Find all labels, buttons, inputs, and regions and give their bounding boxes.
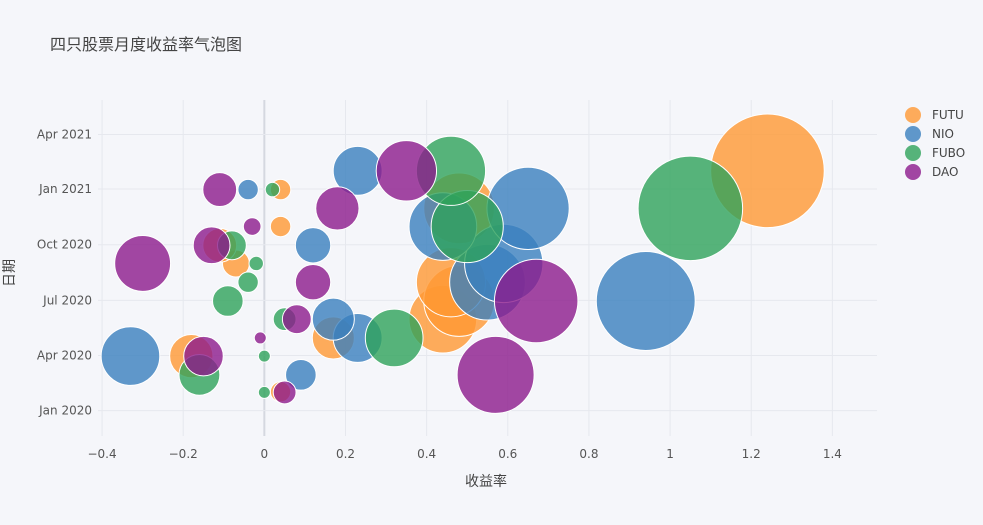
bubble-futu[interactable]: [269, 215, 292, 238]
axes: −0.4 −0.2 0 0.2 0.4 0.6 0.8 1 1.2 1.4 Jan 2020 Apr …: [37, 128, 842, 461]
bubble-dao[interactable]: [183, 335, 224, 377]
legend-item-nio[interactable]: NIO: [905, 126, 954, 142]
x-tick-label: −0.4: [87, 447, 116, 461]
legend-marker: [905, 145, 921, 161]
bubble-fubo[interactable]: [264, 181, 281, 198]
bubble-fubo[interactable]: [637, 155, 744, 262]
legend: FUTU NIO FUBO DAO: [905, 107, 965, 180]
bubble-nio[interactable]: [285, 359, 317, 391]
y-tick-label: Apr 2021: [37, 128, 92, 142]
x-tick-label: 0: [261, 447, 269, 461]
y-tick-label: Jul 2020: [42, 293, 92, 307]
x-tick-label: −0.2: [169, 447, 198, 461]
bubble-nio[interactable]: [294, 227, 332, 264]
bubble-dao[interactable]: [315, 186, 360, 231]
x-tick-label: 0.6: [498, 447, 517, 461]
bubble-fubo[interactable]: [257, 385, 271, 399]
bubble-nio[interactable]: [311, 297, 355, 341]
legend-label: FUTU: [932, 108, 964, 122]
bubble-dao[interactable]: [242, 217, 262, 236]
x-axis-title: 收益率: [465, 473, 507, 490]
legend-marker: [905, 107, 921, 123]
bubble-nio[interactable]: [100, 326, 161, 386]
bubble-nio[interactable]: [237, 178, 259, 201]
bubble-fubo[interactable]: [248, 255, 264, 272]
y-tick-label: Jan 2021: [38, 182, 92, 196]
x-tick-label: 1.4: [823, 447, 842, 461]
x-tick-label: 0.4: [417, 447, 436, 461]
x-tick-label: 1: [666, 447, 674, 461]
legend-item-futu[interactable]: FUTU: [905, 107, 964, 123]
y-axis-title: 日期: [2, 259, 18, 287]
bubble-nio[interactable]: [595, 251, 696, 351]
bubble-dao[interactable]: [114, 235, 172, 292]
y-tick-label: Apr 2020: [37, 348, 92, 362]
legend-label: NIO: [932, 127, 954, 141]
bubble-dao[interactable]: [493, 258, 579, 344]
bubble-dao[interactable]: [294, 264, 332, 301]
bubble-fubo[interactable]: [212, 285, 244, 317]
bubble-dao[interactable]: [192, 226, 231, 265]
legend-label: DAO: [932, 165, 958, 179]
legend-marker: [905, 164, 921, 180]
y-tick-label: Oct 2020: [37, 238, 92, 252]
bubbles: [100, 113, 825, 414]
bubble-dao[interactable]: [456, 335, 535, 414]
bubble-dao[interactable]: [272, 380, 297, 405]
legend-item-dao[interactable]: DAO: [905, 164, 958, 180]
bubble-dao[interactable]: [375, 140, 438, 202]
y-tick-label: Jan 2020: [38, 404, 92, 418]
legend-marker: [905, 126, 921, 142]
bubble-dao[interactable]: [281, 304, 312, 335]
legend-item-fubo[interactable]: FUBO: [905, 145, 965, 161]
bubble-fubo[interactable]: [364, 308, 424, 368]
bubble-dao[interactable]: [253, 331, 267, 345]
series-dao: [114, 140, 579, 414]
bubble-fubo[interactable]: [237, 271, 259, 293]
legend-label: FUBO: [932, 146, 965, 160]
bubble-fubo[interactable]: [257, 349, 271, 363]
x-tick-label: 0.8: [579, 447, 598, 461]
chart-title: 四只股票月度收益率气泡图: [50, 35, 242, 54]
bubble-dao[interactable]: [202, 172, 238, 208]
x-tick-label: 0.2: [336, 447, 355, 461]
x-tick-label: 1.2: [742, 447, 761, 461]
